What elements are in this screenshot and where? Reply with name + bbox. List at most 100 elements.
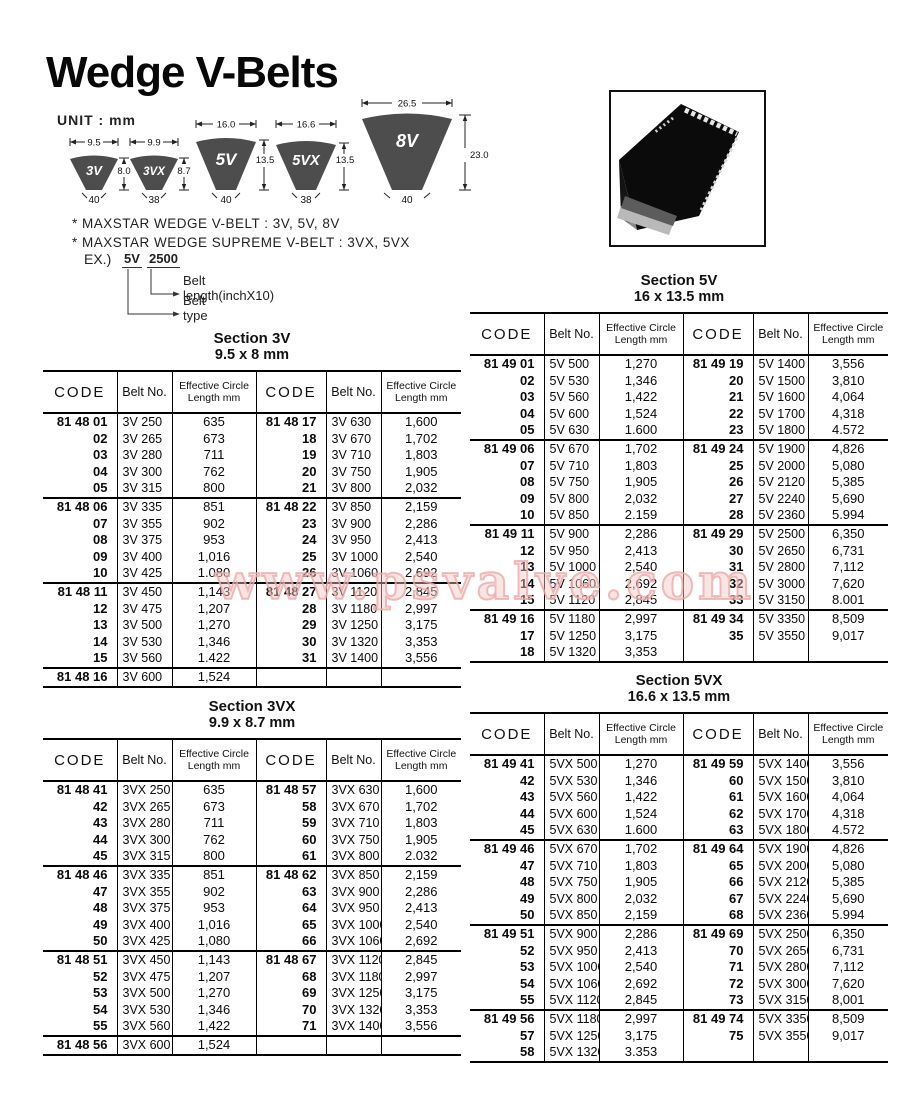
belt-no-cell [752, 644, 808, 662]
table-row: 50 5VX 850 2,159 68 5VX 2360 5.994 [470, 907, 888, 925]
belt-no-cell: 5VX 2650 [752, 942, 808, 960]
belt-no-cell: 3V 265 [116, 430, 172, 448]
table-row: 55 5VX 1120 2,845 73 5VX 3150 8,001 [470, 992, 888, 1010]
column-header: CODE [682, 713, 753, 755]
code-cell: 18 [255, 430, 326, 448]
code-cell: 21 [682, 389, 753, 406]
belt-no-cell: 3V 670 [325, 430, 381, 448]
length-cell: 8,509 [807, 1009, 888, 1028]
code-cell: 81 48 67 [255, 950, 326, 969]
length-cell: 1,346 [171, 633, 256, 651]
column-header: CODE [54, 751, 106, 769]
belt-no-cell: 5V 2360 [752, 507, 808, 525]
belt-no-cell: 3VX 1400 [325, 1018, 381, 1036]
table-row: 58 5VX 1320 3.353 [470, 1044, 888, 1062]
dim-angle-5vx: 38 [300, 195, 312, 206]
length-cell: 3,353 [598, 644, 683, 662]
belt-no-cell: 5VX 530 [543, 772, 599, 790]
header-row: CODE Belt No. Effective Circle Length mm CO… [470, 713, 888, 755]
code-cell: 08 [520, 474, 535, 490]
code-cell: 67 [682, 890, 753, 908]
belt-no-cell: 5VX 3350 [752, 1009, 808, 1028]
table-row: 81 49 56 5VX 1180 2,997 81 49 74 5VX 3350 8,5… [470, 1009, 888, 1028]
code-group: 81 49 51 5VX 900 2,286 81 49 69 5VX 2500 6,35… [470, 924, 888, 1010]
header-row: CODE Belt No. Effective Circle Length mm CO… [43, 371, 461, 413]
code-cell: 09 [520, 490, 535, 506]
belt-no-cell: 5VX 900 [543, 924, 599, 943]
belt-shape-3v: 3V [70, 155, 118, 190]
belt-no-cell: 3V 600 [116, 667, 172, 687]
code-cell: 47 [93, 883, 108, 899]
belt-no-cell: 3V 500 [116, 617, 172, 634]
belt-no-cell: 3VX 600 [116, 1035, 172, 1055]
code-cell: 44 [520, 805, 535, 821]
code-cell: 64 [255, 900, 326, 917]
belt-label-5vx: 5VX [292, 153, 321, 169]
belt-no-cell: 3V 1000 [325, 548, 381, 566]
table-row: 81 49 11 5V 900 2,286 81 49 29 5V 2500 6,350 [470, 524, 888, 543]
code-cell: 81 49 01 [483, 356, 535, 371]
belt-no-cell: 3V 850 [325, 497, 381, 516]
code-cell: 81 48 06 [56, 498, 108, 514]
code-cell: 55 [520, 992, 535, 1008]
unit-label: UNIT : mm [57, 112, 136, 128]
table-row: 12 5V 950 2,413 30 5V 2650 6,731 [470, 542, 888, 560]
code-cell: 60 [682, 772, 753, 790]
length-cell: 1,803 [380, 815, 461, 832]
dim-width-5vx: 16.6 [297, 120, 316, 131]
belt-no-cell: 5V 600 [543, 405, 599, 423]
length-cell: 1,702 [598, 839, 683, 858]
length-cell: 3,175 [598, 627, 683, 645]
belt-no-cell: 3V 1120 [325, 582, 381, 601]
belt-no-cell: 3V 1320 [325, 633, 381, 651]
belt-no-cell: 3VX 710 [325, 815, 381, 832]
length-cell: 1,270 [171, 985, 256, 1002]
code-cell: 35 [682, 627, 753, 645]
length-cell: 1.422 [171, 650, 256, 668]
length-cell: 1,422 [598, 389, 683, 406]
table-row: 55 3VX 560 1,422 71 3VX 1400 3,556 [43, 1018, 461, 1036]
code-cell: 45 [520, 822, 535, 838]
header-row: CODE Belt No. Effective Circle Length mm CO… [43, 739, 461, 781]
table-row: 81 49 16 5V 1180 2,997 81 49 34 5V 3350 8,509 [470, 609, 888, 628]
table-row: 81 48 41 3VX 250 635 81 48 57 3VX 630 1,600 [43, 781, 461, 799]
table-row: 08 5V 750 1,905 26 5V 2120 5,385 [470, 474, 888, 491]
length-cell: 5.994 [807, 907, 888, 925]
table-row: 81 49 41 5VX 500 1,270 81 49 59 5VX 1400 3,55… [470, 755, 888, 773]
code-cell: 71 [255, 1018, 326, 1036]
code-cell: 54 [520, 975, 535, 991]
belt-no-cell: 3V 530 [116, 633, 172, 651]
dim-angle-3vx: 38 [148, 195, 160, 206]
table-row: 53 5VX 1000 2,540 71 5VX 2800 7,112 [470, 959, 888, 976]
code-cell: 62 [682, 805, 753, 823]
code-cell: 10 [93, 565, 108, 581]
belt-no-cell: 5VX 3550 [752, 1027, 808, 1045]
length-cell: 3,556 [807, 755, 888, 773]
length-cell: 5,080 [807, 857, 888, 875]
belt-no-cell: 3V 750 [325, 463, 381, 481]
length-cell: 711 [171, 447, 256, 464]
code-cell: 15 [93, 650, 108, 666]
belt-no-cell: 5V 3350 [752, 609, 808, 628]
length-cell: 2,845 [598, 592, 683, 610]
code-cell: 24 [255, 532, 326, 549]
column-header: Effective Circle Length mm [807, 313, 888, 355]
belt-no-cell: 3V 1060 [325, 565, 381, 583]
belt-no-cell: 3VX 1060 [325, 933, 381, 951]
code-cell: 17 [520, 627, 535, 643]
code-cell: 44 [93, 831, 108, 847]
code-cell: 81 49 19 [682, 355, 753, 373]
belt-no-cell: 5V 2120 [752, 474, 808, 491]
length-cell: 8.001 [807, 592, 888, 610]
code-cell: 53 [520, 959, 535, 975]
code-cell: 81 49 74 [682, 1009, 753, 1028]
code-cell: 21 [255, 480, 326, 498]
belt-no-cell: 5V 850 [543, 507, 599, 525]
table-row: 13 5V 1000 2,540 31 5V 2800 7,112 [470, 559, 888, 576]
belt-no-cell: 5VX 1000 [543, 959, 599, 976]
length-cell: 6,350 [807, 924, 888, 943]
belt-no-cell: 5VX 950 [543, 942, 599, 960]
table-row: 10 3V 425 1.080 26 3V 1060 2,692 [43, 565, 461, 583]
length-cell: 2,845 [380, 950, 461, 969]
